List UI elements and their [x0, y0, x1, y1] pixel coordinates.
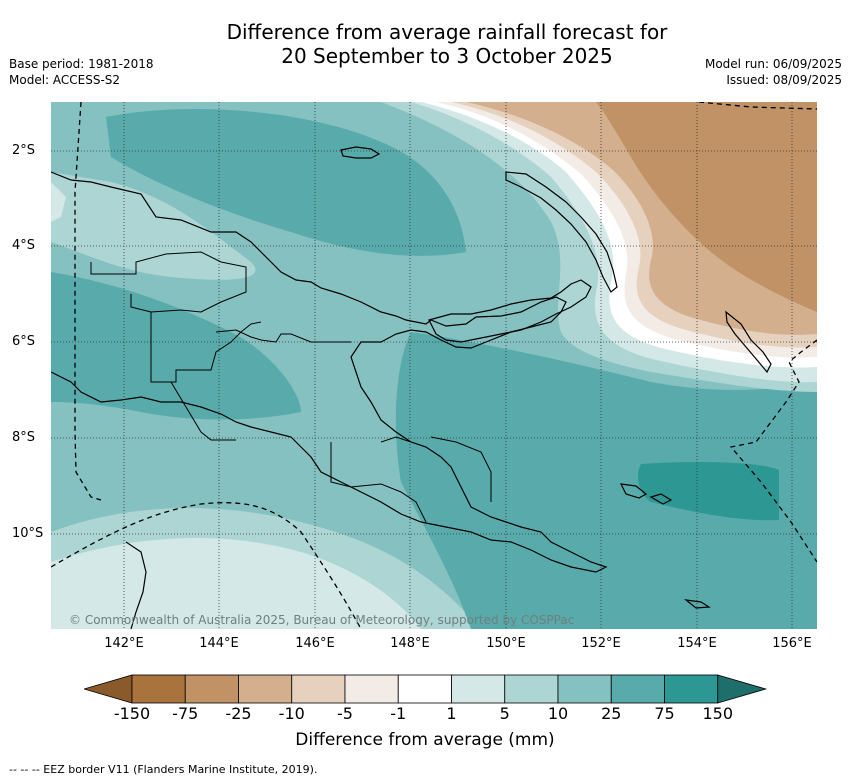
colorbar-segment	[664, 674, 719, 704]
province-borders	[90, 251, 492, 523]
issued-date: Issued: 08/09/2025	[726, 73, 842, 87]
colorbar-tick-label: -150	[113, 704, 151, 723]
rainfall-map	[51, 102, 817, 629]
lon-label-154e: 154°E	[677, 636, 717, 651]
colorbar-tick-label: -75	[172, 704, 199, 723]
model-run: Model run: 06/09/2025	[704, 57, 842, 71]
copyright-notice: © Commonwealth of Australia 2025, Bureau…	[69, 613, 575, 627]
contour-neg75to-25-northeast	[596, 102, 817, 312]
lat-label-2s: 2°S	[12, 143, 36, 158]
colorbar-tick-label: 10	[547, 704, 569, 723]
colorbar-tick-label: 25	[601, 704, 622, 723]
colorbar-segment	[238, 674, 293, 704]
contour-10to25-west	[51, 272, 301, 420]
lat-label-6s: 6°S	[12, 334, 36, 349]
colorbar-tick-label: -25	[225, 704, 252, 723]
colorbar-segment	[557, 674, 612, 704]
model-name: Model: ACCESS-S2	[9, 73, 121, 87]
meta-left: Base period: 1981-2018 Model: ACCESS-S2	[9, 56, 154, 88]
colorbar-tick-label: 5	[499, 704, 510, 723]
colorbar-tick-label: -1	[390, 704, 407, 723]
lat-label-4s: 4°S	[12, 238, 36, 253]
colorbar-tick-label: 1	[446, 704, 457, 723]
eez-footnote: -- -- -- EEZ border V11 (Flanders Marine…	[9, 763, 318, 776]
colorbar-tick-label: -5	[337, 704, 353, 723]
colorbar-segment	[397, 674, 452, 704]
contour-5to10-west	[51, 172, 256, 280]
colorbar-segment	[504, 674, 559, 704]
coastlines	[51, 146, 772, 629]
lon-label-146e: 146°E	[295, 636, 335, 651]
map-title: Difference from average rainfall forecas…	[150, 20, 744, 68]
map-svg	[51, 102, 817, 629]
colorbar-tick-label: 150	[702, 704, 734, 723]
colorbar-segment	[291, 674, 346, 704]
colorbar-svg	[82, 674, 768, 704]
colorbar-extend-high	[717, 674, 768, 704]
colorbar-segment	[131, 674, 186, 704]
title-line-2: 20 September to 3 October 2025	[281, 44, 613, 68]
colorbar	[82, 674, 768, 708]
colorbar-segment	[344, 674, 399, 704]
contour-10to25-southeast	[395, 332, 817, 629]
colorbar-title: Difference from average (mm)	[295, 730, 555, 750]
lon-label-156e: 156°E	[772, 636, 812, 651]
colorbar-segment	[184, 674, 239, 704]
eez-borders	[51, 102, 817, 629]
contour-10to25-north	[106, 109, 466, 256]
lat-label-10s: 10°S	[12, 526, 44, 541]
lat-label-8s: 8°S	[12, 430, 36, 445]
colorbar-tick-label: -10	[278, 704, 305, 723]
meta-right: Model run: 06/09/2025 Issued: 08/09/2025	[705, 56, 842, 88]
lon-label-152e: 152°E	[581, 636, 621, 651]
colorbar-segment	[610, 674, 665, 704]
lon-label-142e: 142°E	[104, 636, 144, 651]
title-line-1: Difference from average rainfall forecas…	[226, 20, 668, 44]
base-period: Base period: 1981-2018	[9, 57, 154, 71]
colorbar-tick-label: 75	[654, 704, 675, 723]
lon-label-148e: 148°E	[390, 636, 430, 651]
contour-1to5-west	[51, 182, 66, 222]
lon-label-150e: 150°E	[486, 636, 526, 651]
lon-label-144e: 144°E	[199, 636, 239, 651]
contour-25to75-core	[638, 462, 779, 521]
colorbar-extend-low	[82, 674, 133, 704]
colorbar-segment	[451, 674, 506, 704]
